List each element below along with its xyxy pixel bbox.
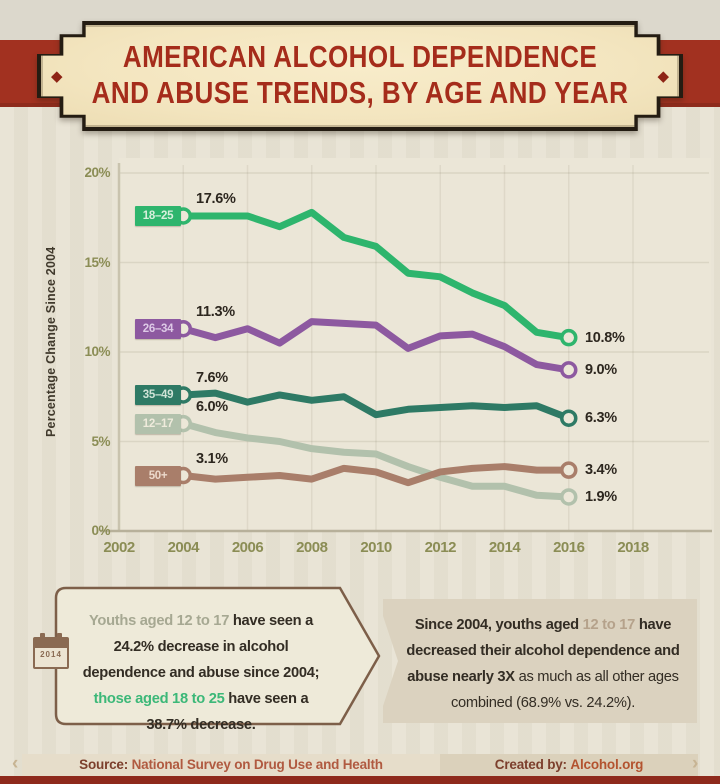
end-value-35–49: 6.3% xyxy=(585,410,617,427)
line-series-35–49 xyxy=(179,389,573,422)
x-tick-2006: 2006 xyxy=(231,539,264,556)
end-value-26–34: 9.0% xyxy=(585,361,617,378)
marker-35–49 xyxy=(560,409,578,427)
bottom-strip xyxy=(0,776,720,784)
page-title: AMERICAN ALCOHOL DEPENDENCE AND ABUSE TR… xyxy=(89,39,632,111)
callout-segment: Since 2004, youths aged xyxy=(414,616,583,633)
marker-18–25 xyxy=(174,207,192,225)
line-series-18–25 xyxy=(179,208,573,342)
marker-26–34 xyxy=(560,361,578,379)
y-tick-10%: 10% xyxy=(84,344,110,359)
start-value-50+: 3.1% xyxy=(196,450,228,467)
start-value-26–34: 11.3% xyxy=(196,303,235,320)
x-tick-2002: 2002 xyxy=(103,539,135,556)
diamond-right-icon: ◆ xyxy=(657,68,669,85)
start-value-35–49: 7.6% xyxy=(196,369,228,386)
callout-segment: those aged 18 to 25 xyxy=(93,690,229,707)
y-tick-0%: 0% xyxy=(91,523,110,538)
x-tick-2018: 2018 xyxy=(617,539,649,556)
created-by-label: Created by: xyxy=(494,757,567,772)
marker-35–49 xyxy=(174,386,192,404)
line-series-50+ xyxy=(179,463,573,487)
marker-18–25 xyxy=(560,328,578,347)
calendar-icon: 2014 xyxy=(33,633,69,669)
footer-created: Created by: Alcohol.org xyxy=(440,754,698,776)
y-tick-15%: 15% xyxy=(84,254,110,270)
line-series-12–17 xyxy=(179,420,573,501)
start-value-18–25: 17.6% xyxy=(196,190,236,207)
end-value-50+: 3.4% xyxy=(585,462,617,479)
series-label-18–25: 18–25 xyxy=(135,205,181,226)
x-tick-2014: 2014 xyxy=(488,539,521,556)
callout-right-text: Since 2004, youths aged 12 to 17 have de… xyxy=(405,612,681,716)
x-tick-2012: 2012 xyxy=(424,539,457,556)
y-tick-5%: 5% xyxy=(91,433,110,449)
marker-26–34 xyxy=(174,319,192,338)
marker-12–17 xyxy=(560,488,578,506)
plaque-border xyxy=(37,21,683,131)
calendar-year: 2014 xyxy=(40,650,62,659)
chevron-left-icon: ‹ xyxy=(12,753,19,774)
x-tick-2010: 2010 xyxy=(360,539,392,556)
series-label-50+: 50+ xyxy=(135,465,181,486)
title-plaque: AMERICAN ALCOHOL DEPENDENCE AND ABUSE TR… xyxy=(37,21,683,131)
x-tick-2016: 2016 xyxy=(553,539,585,556)
chevron-right-icon: › xyxy=(692,753,699,774)
series-label-26–34: 26–34 xyxy=(135,318,181,339)
plaque-background xyxy=(41,25,679,127)
source-value: National Survey on Drug Use and Health xyxy=(131,757,383,772)
plot-area xyxy=(119,158,711,531)
callout-segment: Youths aged 12 to 17 xyxy=(89,612,233,629)
series-label-12–17: 12–17 xyxy=(135,413,181,434)
source-label: Source: xyxy=(79,757,129,772)
footer-right-band xyxy=(440,754,698,776)
created-by-value[interactable]: Alcohol.org xyxy=(570,757,644,772)
end-value-18–25: 10.8% xyxy=(585,329,625,346)
page-title-line2: AND ABUSE TRENDS, BY AGE AND YEAR xyxy=(91,75,629,110)
marker-50+ xyxy=(174,466,192,485)
diamond-left-icon: ◆ xyxy=(51,68,63,85)
series-label-35–49: 35–49 xyxy=(135,384,181,405)
y-axis-title: Percentage Change Since 2004 xyxy=(44,246,58,438)
start-value-12–17: 6.0% xyxy=(196,398,228,415)
calendar-top-bar xyxy=(35,639,67,648)
callout-left-text: Youths aged 12 to 17 have seen a 24.2% d… xyxy=(73,608,330,738)
end-value-12–17: 1.9% xyxy=(585,488,617,505)
footer-source: Source: National Survey on Drug Use and … xyxy=(22,754,440,776)
callout-segment: 12 to 17 xyxy=(582,616,639,633)
marker-50+ xyxy=(560,461,578,479)
marker-12–17 xyxy=(174,414,192,433)
x-tick-2008: 2008 xyxy=(296,539,328,556)
x-tick-2004: 2004 xyxy=(167,539,200,556)
y-tick-20%: 20% xyxy=(84,165,110,180)
line-series-26–34 xyxy=(179,318,573,374)
page-title-line1: AMERICAN ALCOHOL DEPENDENCE xyxy=(122,39,598,74)
